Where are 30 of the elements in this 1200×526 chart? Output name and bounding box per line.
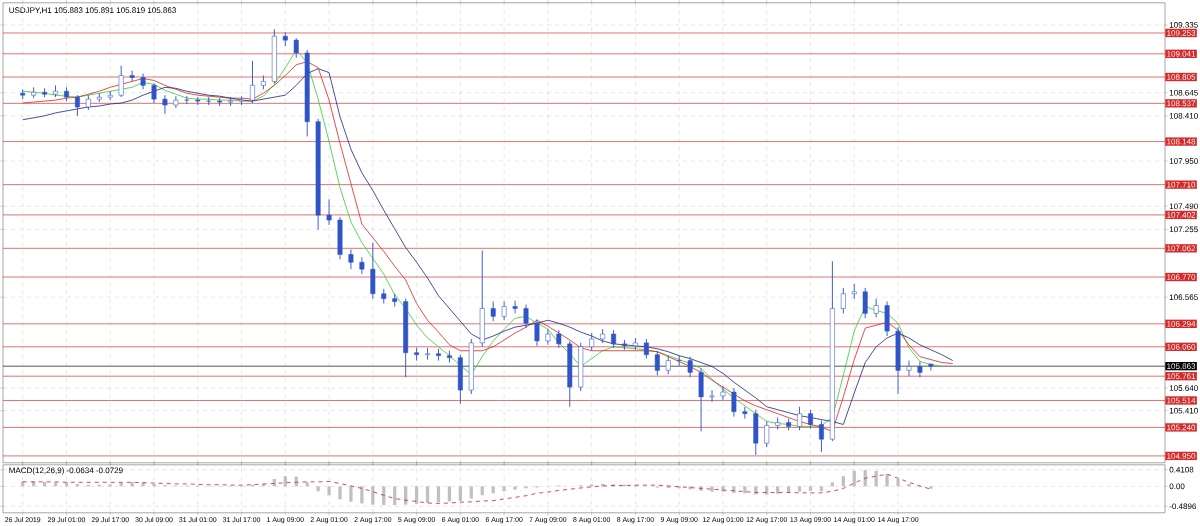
- ref-line-label: 105.240: [1167, 424, 1196, 431]
- y-tick-label: 0.00: [1169, 483, 1185, 490]
- ref-line-label: 106.770: [1167, 274, 1196, 280]
- y-tick-label: -0.4896: [1169, 503, 1197, 510]
- y-tick-label: 108.410: [1169, 113, 1198, 119]
- y-tick-label: 107.255: [1169, 226, 1198, 233]
- ref-line-label: 108.537: [1167, 100, 1196, 107]
- chart-title: USDJPY,H1 105.883 105.891 105.819 105.863: [9, 7, 176, 15]
- y-tick-label: 109.335: [1169, 22, 1198, 28]
- ref-line-label: 105.514: [1167, 397, 1196, 404]
- chart-title: MACD(12,26,9) -0.0634 -0.0729: [9, 467, 123, 475]
- y-tick-label: 107.950: [1169, 158, 1198, 164]
- ref-line-label: 108.148: [1167, 138, 1196, 145]
- ref-line-label: 107.402: [1167, 212, 1196, 218]
- y-tick-label: 107.490: [1169, 203, 1198, 210]
- y-tick-label: 105.410: [1169, 407, 1198, 414]
- ref-line-label: 106.060: [1167, 344, 1196, 350]
- ref-line-label: 109.253: [1167, 30, 1196, 36]
- ref-line-label: 107.710: [1167, 181, 1196, 188]
- ref-line-label: 106.294: [1167, 321, 1196, 327]
- ref-line-label: 105.761: [1167, 373, 1196, 380]
- ref-line-label: 108.805: [1167, 74, 1196, 80]
- ref-line-label: 104.950: [1167, 453, 1196, 459]
- y-tick-label: 105.640: [1169, 385, 1198, 392]
- ref-line-label: 109.041: [1167, 51, 1196, 57]
- ref-line-label: 105.863: [1167, 363, 1196, 370]
- y-tick-label: 0.4108: [1169, 466, 1194, 473]
- ref-line-label: 107.062: [1167, 245, 1196, 252]
- y-tick-label: 106.565: [1169, 294, 1198, 301]
- y-tick-label: 108.645: [1169, 90, 1198, 96]
